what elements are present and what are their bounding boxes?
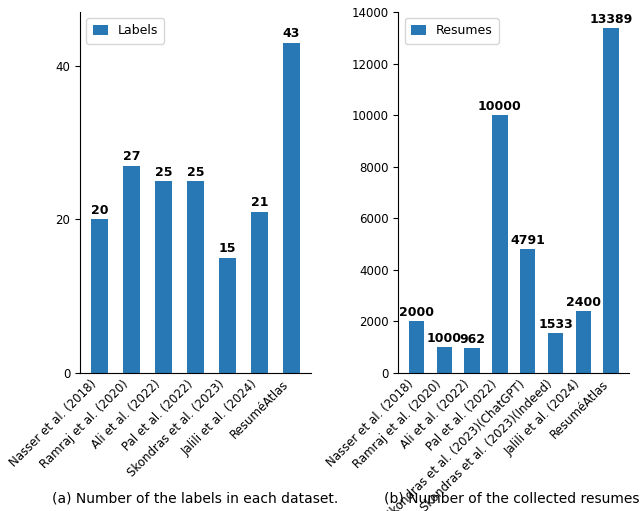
Bar (465, 348, 480, 373)
Text: 43: 43 (283, 28, 300, 40)
Text: 20: 20 (91, 204, 108, 217)
Text: 15: 15 (219, 243, 236, 256)
Bar (91, 219, 108, 373)
Bar (520, 249, 535, 373)
Bar (436, 347, 452, 373)
Bar (123, 166, 140, 373)
Text: 10000: 10000 (478, 100, 522, 113)
Bar (575, 311, 591, 373)
Bar (604, 28, 619, 373)
Text: 2000: 2000 (399, 307, 434, 319)
Bar (155, 181, 172, 373)
Text: 1533: 1533 (538, 318, 573, 332)
Bar (409, 321, 424, 373)
Legend: Labels: Labels (86, 18, 164, 44)
Text: 2400: 2400 (566, 296, 601, 309)
Bar (187, 181, 204, 373)
Text: 962: 962 (459, 333, 485, 346)
Bar (219, 258, 236, 373)
Text: 27: 27 (123, 150, 140, 164)
Text: 1000: 1000 (427, 332, 462, 345)
Bar (283, 43, 300, 373)
Text: 21: 21 (251, 196, 268, 210)
Bar (548, 334, 563, 373)
Bar (492, 115, 508, 373)
Legend: Resumes: Resumes (404, 18, 499, 44)
Text: 25: 25 (187, 166, 204, 179)
Bar (251, 212, 268, 373)
Text: (b) Number of the collected resumes.: (b) Number of the collected resumes. (384, 492, 640, 506)
Text: 25: 25 (155, 166, 172, 179)
Text: 13389: 13389 (589, 13, 633, 26)
Text: (a) Number of the labels in each dataset.: (a) Number of the labels in each dataset… (52, 492, 339, 506)
Text: 4791: 4791 (510, 235, 545, 247)
